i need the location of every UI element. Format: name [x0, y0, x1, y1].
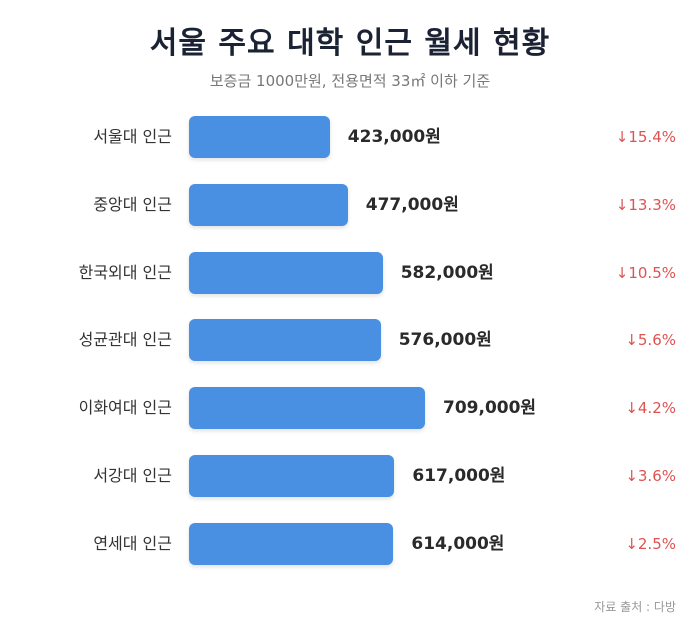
category-label: 서강대 인근: [93, 466, 172, 485]
source-note: 자료 출처 : 다방: [594, 600, 676, 614]
bar-row: 서강대 인근 617,000원 ↓3.6%: [0, 455, 700, 497]
change-label: ↓10.5%: [615, 263, 676, 282]
bar-row: 이화여대 인근 709,000원 ↓4.2%: [0, 387, 700, 430]
change-label: ↓2.5%: [625, 534, 676, 553]
value-label: 576,000원: [398, 330, 492, 351]
bar-row: 성균관대 인근 576,000원 ↓5.6%: [0, 319, 700, 362]
category-label: 성균관대 인근: [78, 330, 172, 350]
value-label: 614,000원: [411, 533, 505, 554]
category-label: 한국외대 인근: [78, 262, 172, 282]
value-label: 617,000원: [412, 466, 506, 486]
bar: [189, 183, 348, 226]
bar-row: 중앙대 인근 477,000원 ↓13.3%: [0, 183, 700, 226]
bar: [189, 251, 383, 294]
value-label: 477,000원: [365, 194, 459, 215]
chart-title: 서울 주요 대학 인근 월세 현황: [149, 26, 551, 61]
change-label: ↓3.6%: [625, 467, 676, 485]
bar-row: 연세대 인근 614,000원 ↓2.5%: [0, 522, 700, 565]
value-label: 582,000원: [400, 262, 494, 283]
category-label: 연세대 인근: [93, 533, 172, 553]
change-label: ↓15.4%: [615, 128, 676, 146]
value-label: 709,000원: [443, 398, 537, 419]
change-label: ↓4.2%: [625, 399, 676, 418]
value-label: 423,000원: [347, 127, 441, 147]
bar-row: 한국외대 인근 582,000원 ↓10.5%: [0, 251, 700, 294]
category-label: 중앙대 인근: [93, 194, 172, 214]
bar-row: 서울대 인근 423,000원 ↓15.4%: [0, 116, 700, 158]
bar: [189, 387, 425, 430]
bar: [189, 455, 395, 497]
change-label: ↓13.3%: [615, 195, 676, 214]
bar: [189, 116, 330, 158]
category-label: 서울대 인근: [93, 127, 172, 146]
change-label: ↓5.6%: [625, 331, 676, 350]
bar: [189, 319, 381, 362]
category-label: 이화여대 인근: [78, 398, 172, 418]
chart-subtitle: 보증금 1000만원, 전용면적 33㎡ 이하 기준: [209, 72, 491, 90]
bar: [189, 522, 394, 565]
